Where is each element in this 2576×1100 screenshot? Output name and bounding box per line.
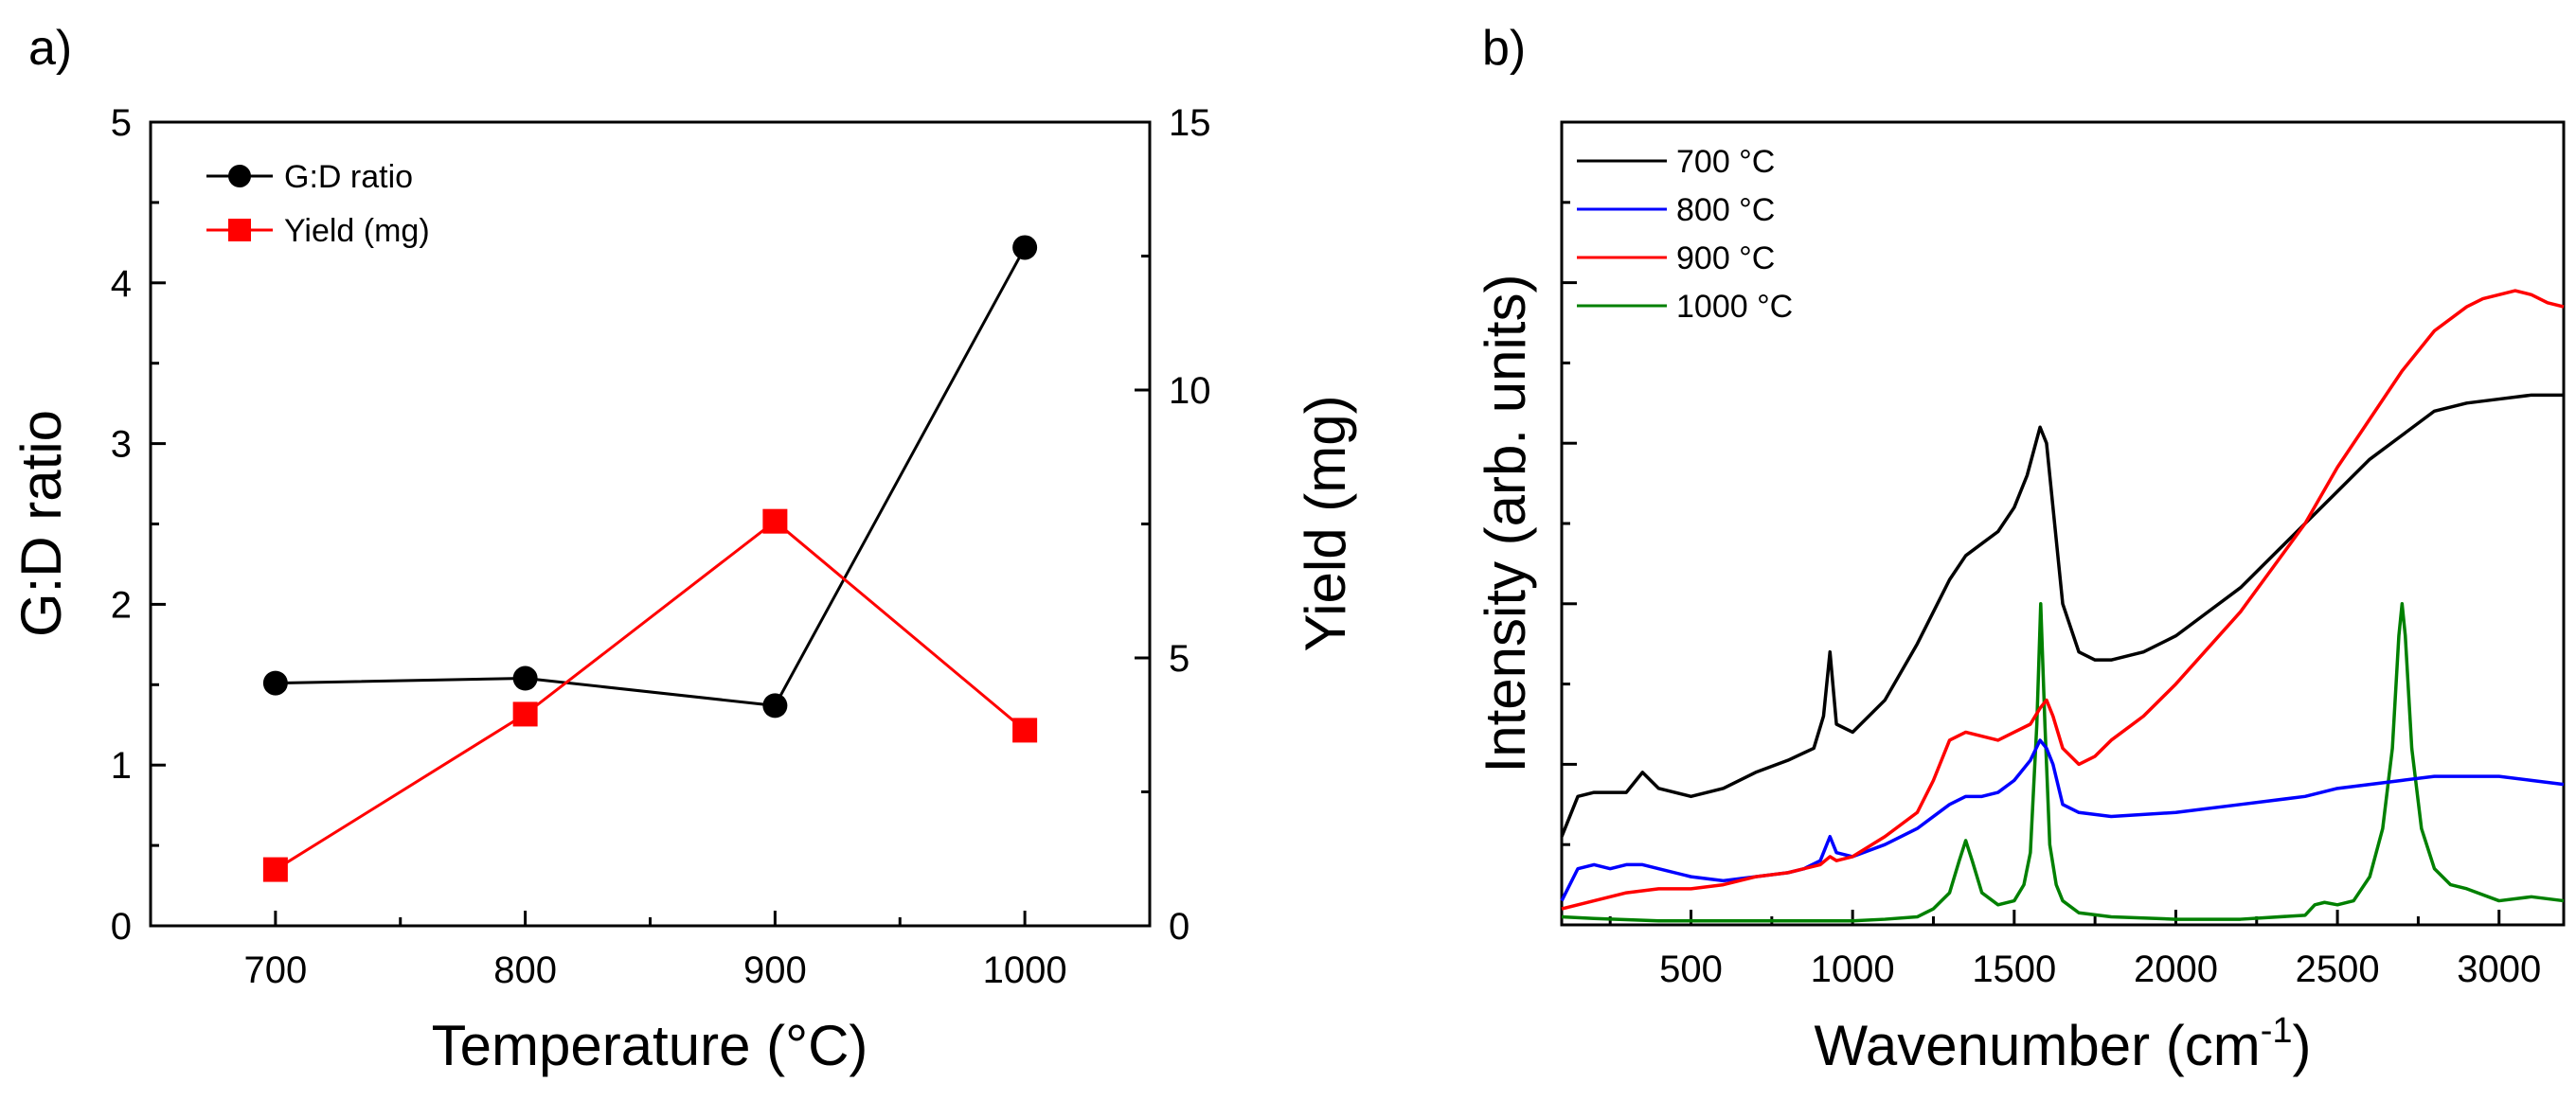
gd-ratio-point — [762, 693, 788, 719]
series-line-yield — [275, 519, 1027, 871]
x-title-superscript: -1 — [2261, 1011, 2293, 1051]
x-tick-label: 900 — [743, 949, 807, 991]
x-tick-label: 2500 — [2296, 949, 2380, 990]
y2-tick-label: 5 — [1169, 638, 1190, 680]
yield-point — [262, 857, 288, 882]
spectrum-line — [1561, 289, 2565, 911]
yield-point — [512, 701, 538, 727]
panel-a-x-axis-title: Temperature (°C) — [432, 1014, 868, 1077]
panel-b-legend: 700 °C 800 °C 900 °C 1000 °C — [1577, 144, 1793, 325]
panel-a: a) 700 800 900 1000 0 1 2 3 4 5 0 5 10 15 Temperatu… — [9, 21, 1357, 1077]
panel-a-label: a) — [28, 21, 72, 76]
spectrum-line — [1560, 738, 2565, 902]
spectrum-line — [1561, 602, 2565, 923]
panel-a-y2-axis-title: Yield (mg) — [1294, 395, 1357, 651]
panel-a-y-axis-title: G:D ratio — [9, 410, 73, 637]
x-tick-label: 1000 — [983, 949, 1067, 991]
x-title-main: Wavenumber (cm — [1815, 1014, 2261, 1077]
y-tick-label: 5 — [111, 102, 132, 144]
x-tick-label: 800 — [493, 949, 557, 991]
panel-b-series — [1560, 289, 2565, 923]
panel-b: b) 500 1000 1500 2000 2500 3000 Wavenumber (c… — [1474, 21, 2566, 1077]
legend-label: 700 °C — [1676, 144, 1775, 180]
legend-marker-gd-ratio — [228, 165, 251, 187]
y-tick-label: 4 — [111, 263, 132, 305]
y-tick-label: 0 — [111, 906, 132, 948]
x-tick-label: 1000 — [1811, 949, 1895, 990]
panel-b-x-ticks: 500 1000 1500 2000 2500 3000 — [1608, 910, 2541, 990]
panel-a-y-ticks: 0 1 2 3 4 5 — [111, 102, 166, 948]
x-tick-label: 1500 — [1972, 949, 2056, 990]
y2-tick-label: 10 — [1169, 370, 1211, 412]
legend-marker-yield — [228, 219, 251, 241]
x-tick-label: 3000 — [2457, 949, 2541, 990]
x-tick-label: 2000 — [2134, 949, 2218, 990]
gd-ratio-point — [512, 665, 538, 691]
panel-a-series — [262, 235, 1038, 882]
y-tick-label: 1 — [111, 745, 132, 787]
y2-tick-label: 0 — [1169, 906, 1190, 948]
gd-ratio-point — [1012, 235, 1038, 260]
panel-b-label: b) — [1482, 21, 1526, 76]
y-tick-label: 3 — [111, 424, 132, 466]
panel-a-x-ticks: 700 800 900 1000 — [149, 911, 1152, 991]
gd-ratio-point — [262, 670, 288, 696]
legend-label: 900 °C — [1676, 240, 1775, 276]
panel-a-y2-ticks: 0 5 10 15 — [1135, 102, 1211, 948]
legend-label-gd-ratio: G:D ratio — [284, 159, 413, 195]
yield-point — [1012, 718, 1038, 743]
x-tick-label: 700 — [244, 949, 308, 991]
legend-label: 1000 °C — [1676, 289, 1793, 325]
x-title-tail: ) — [2293, 1014, 2312, 1077]
series-line-gd-ratio — [275, 246, 1027, 707]
panel-b-x-axis-title: Wavenumber (cm-1) — [1815, 1011, 2312, 1077]
legend-label: 800 °C — [1676, 192, 1775, 228]
spectrum-line — [1560, 393, 2564, 838]
legend-label-yield: Yield (mg) — [284, 213, 430, 249]
panel-b-y-ticks — [1562, 201, 1577, 846]
panel-b-y-axis-title: Intensity (arb. units) — [1474, 275, 1537, 773]
y-tick-label: 2 — [111, 584, 132, 626]
yield-point — [762, 508, 788, 534]
panel-a-legend: G:D ratio Yield (mg) — [206, 159, 430, 249]
y2-tick-label: 15 — [1169, 102, 1211, 144]
x-tick-label: 500 — [1659, 949, 1723, 990]
